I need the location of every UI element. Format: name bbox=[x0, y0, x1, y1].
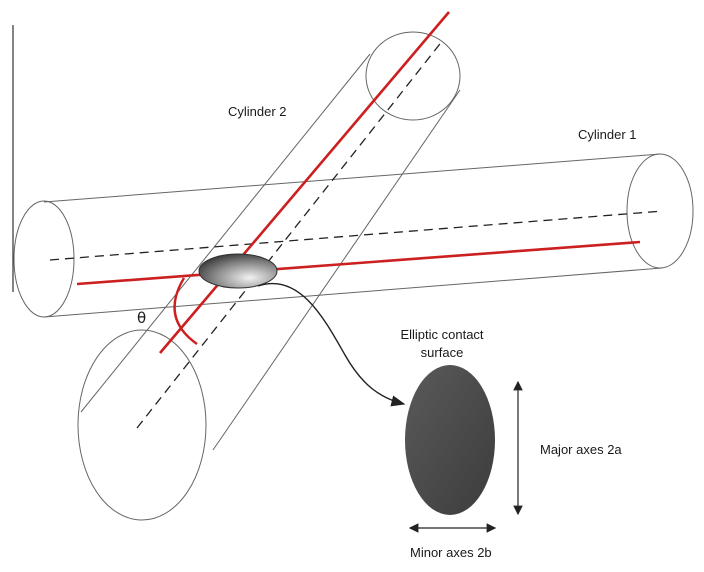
cylinder-1-right-end bbox=[626, 153, 694, 269]
cylinder-1-top-edge bbox=[43, 153, 661, 203]
cylinder-1-left-end bbox=[13, 200, 75, 318]
minor-axes-label: Minor axes 2b bbox=[410, 545, 492, 560]
contact-ellipse-large bbox=[405, 365, 495, 515]
cylinder-1-label: Cylinder 1 bbox=[578, 127, 637, 142]
cylinder-1 bbox=[13, 153, 694, 318]
cylinder-2-center-axis bbox=[136, 39, 444, 429]
major-axes-label: Major axes 2a bbox=[540, 442, 622, 457]
cylinder-2-right-edge bbox=[212, 89, 461, 451]
cylinder-1-bottom-edge bbox=[43, 267, 663, 318]
cylinder-2-bottom-end bbox=[77, 329, 207, 521]
cylinder-2 bbox=[77, 31, 461, 521]
cylinder-1-contact-line bbox=[76, 240, 641, 286]
theta-angle-arc bbox=[173, 277, 198, 345]
contact-ellipse-small bbox=[198, 253, 278, 289]
contact-surface-label-line1: Elliptic contact bbox=[400, 327, 484, 342]
theta-label: θ bbox=[137, 309, 147, 327]
cylinder-1-center-axis bbox=[49, 210, 664, 261]
contact-surface-label-line2: surface bbox=[420, 345, 464, 360]
cylinder-2-left-edge bbox=[80, 53, 371, 413]
cylinder-2-top-end bbox=[365, 31, 461, 121]
cylinder-2-contact-line bbox=[159, 11, 450, 354]
zoom-arrow bbox=[257, 283, 406, 407]
cylinder-2-label: Cylinder 2 bbox=[228, 104, 287, 119]
